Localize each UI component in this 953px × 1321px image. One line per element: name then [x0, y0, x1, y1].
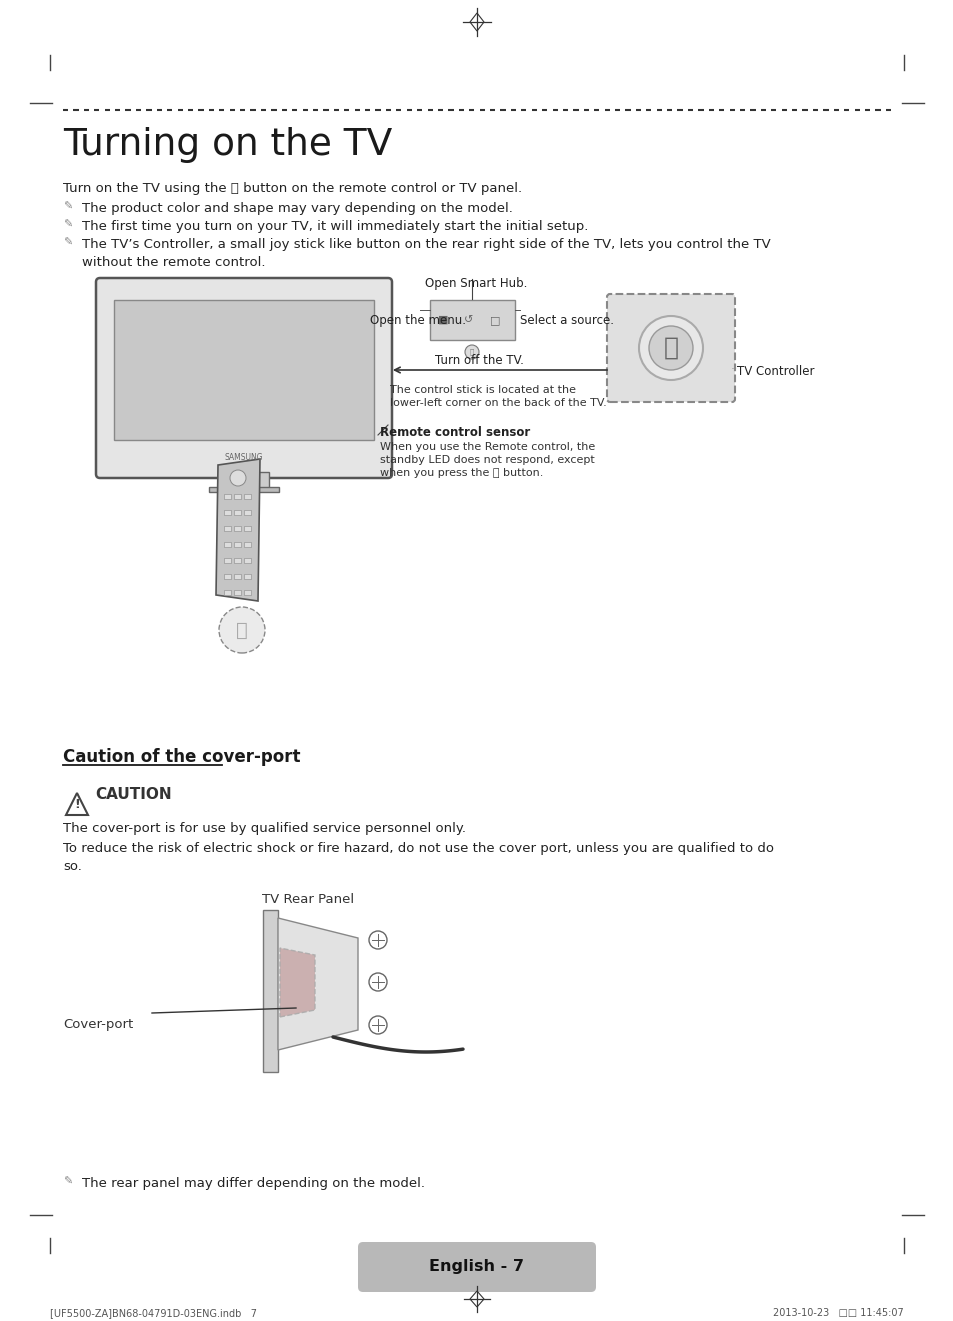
Text: The TV’s Controller, a small joy stick like button on the rear right side of the: The TV’s Controller, a small joy stick l…	[82, 238, 770, 251]
Bar	[224, 510, 231, 515]
FancyBboxPatch shape	[357, 1242, 596, 1292]
Bar	[224, 526, 231, 531]
Bar	[244, 575, 251, 579]
Text: [UF5500-ZA]BN68-04791D-03ENG.indb   7: [UF5500-ZA]BN68-04791D-03ENG.indb 7	[50, 1308, 256, 1318]
Bar	[244, 542, 251, 547]
Text: so.: so.	[63, 860, 82, 873]
Text: 2013-10-23   □□ 11:45:07: 2013-10-23 □□ 11:45:07	[773, 1308, 903, 1318]
Text: Turn on the TV using the ⏻ button on the remote control or TV panel.: Turn on the TV using the ⏻ button on the…	[63, 182, 521, 196]
Text: The product color and shape may vary depending on the model.: The product color and shape may vary dep…	[82, 202, 513, 215]
Bar	[219, 472, 269, 487]
Bar	[244, 590, 251, 594]
Text: English - 7: English - 7	[429, 1259, 524, 1275]
Text: Remote control sensor: Remote control sensor	[379, 425, 530, 439]
Bar	[113, 300, 374, 440]
Text: Caution of the cover-port: Caution of the cover-port	[63, 748, 300, 766]
Polygon shape	[280, 948, 314, 1017]
Text: SAMSUNG: SAMSUNG	[225, 453, 263, 462]
Bar	[224, 542, 231, 547]
Text: ⏻: ⏻	[470, 349, 474, 355]
Bar	[233, 494, 241, 499]
Circle shape	[230, 470, 246, 486]
Text: To reduce the risk of electric shock or fire hazard, do not use the cover port, : To reduce the risk of electric shock or …	[63, 841, 773, 855]
Bar	[233, 575, 241, 579]
Bar	[244, 494, 251, 499]
Text: lower-left corner on the back of the TV.: lower-left corner on the back of the TV.	[390, 398, 606, 408]
Bar	[233, 526, 241, 531]
Text: ↺: ↺	[464, 314, 474, 325]
Circle shape	[648, 326, 692, 370]
Polygon shape	[215, 458, 260, 601]
Text: Open the menu.: Open the menu.	[370, 314, 465, 328]
Bar	[224, 590, 231, 594]
Text: ✎: ✎	[63, 238, 72, 248]
Text: □: □	[489, 314, 499, 325]
Bar	[233, 590, 241, 594]
FancyBboxPatch shape	[96, 277, 392, 478]
Text: When you use the Remote control, the: When you use the Remote control, the	[379, 443, 595, 452]
Bar	[244, 557, 251, 563]
Bar	[209, 487, 278, 491]
Text: ✎: ✎	[63, 202, 72, 211]
Text: The rear panel may differ depending on the model.: The rear panel may differ depending on t…	[82, 1177, 424, 1190]
Bar	[244, 526, 251, 531]
Text: Cover-port: Cover-port	[63, 1018, 133, 1030]
Text: Turn off the TV.: Turn off the TV.	[435, 354, 523, 367]
Text: ⏻: ⏻	[236, 621, 248, 639]
Text: Turning on the TV: Turning on the TV	[63, 127, 392, 162]
Circle shape	[219, 608, 265, 653]
Bar	[430, 300, 515, 339]
Text: The first time you turn on your TV, it will immediately start the initial setup.: The first time you turn on your TV, it w…	[82, 221, 588, 232]
Bar	[233, 510, 241, 515]
Text: The cover-port is for use by qualified service personnel only.: The cover-port is for use by qualified s…	[63, 822, 465, 835]
Circle shape	[464, 345, 478, 359]
Text: when you press the ⏻ button.: when you press the ⏻ button.	[379, 468, 543, 478]
Text: Open Smart Hub.: Open Smart Hub.	[424, 277, 527, 291]
Polygon shape	[277, 918, 357, 1050]
Text: without the remote control.: without the remote control.	[82, 256, 265, 269]
Bar	[233, 557, 241, 563]
Bar	[224, 557, 231, 563]
Text: !: !	[74, 798, 80, 811]
Text: The control stick is located at the: The control stick is located at the	[390, 384, 576, 395]
Bar	[244, 510, 251, 515]
Text: CAUTION: CAUTION	[95, 787, 172, 802]
Text: TV Rear Panel: TV Rear Panel	[262, 893, 354, 906]
Text: standby LED does not respond, except: standby LED does not respond, except	[379, 454, 594, 465]
Text: ✎: ✎	[63, 1177, 72, 1188]
Bar	[224, 575, 231, 579]
Bar	[233, 542, 241, 547]
Text: ✎: ✎	[63, 221, 72, 230]
Text: ⏻: ⏻	[662, 336, 678, 361]
Text: Select a source.: Select a source.	[519, 314, 614, 328]
Circle shape	[639, 316, 702, 380]
Bar	[224, 494, 231, 499]
Text: ■: ■	[437, 314, 448, 325]
Bar	[263, 910, 277, 1073]
Text: TV Controller: TV Controller	[737, 365, 814, 378]
FancyBboxPatch shape	[606, 295, 734, 402]
